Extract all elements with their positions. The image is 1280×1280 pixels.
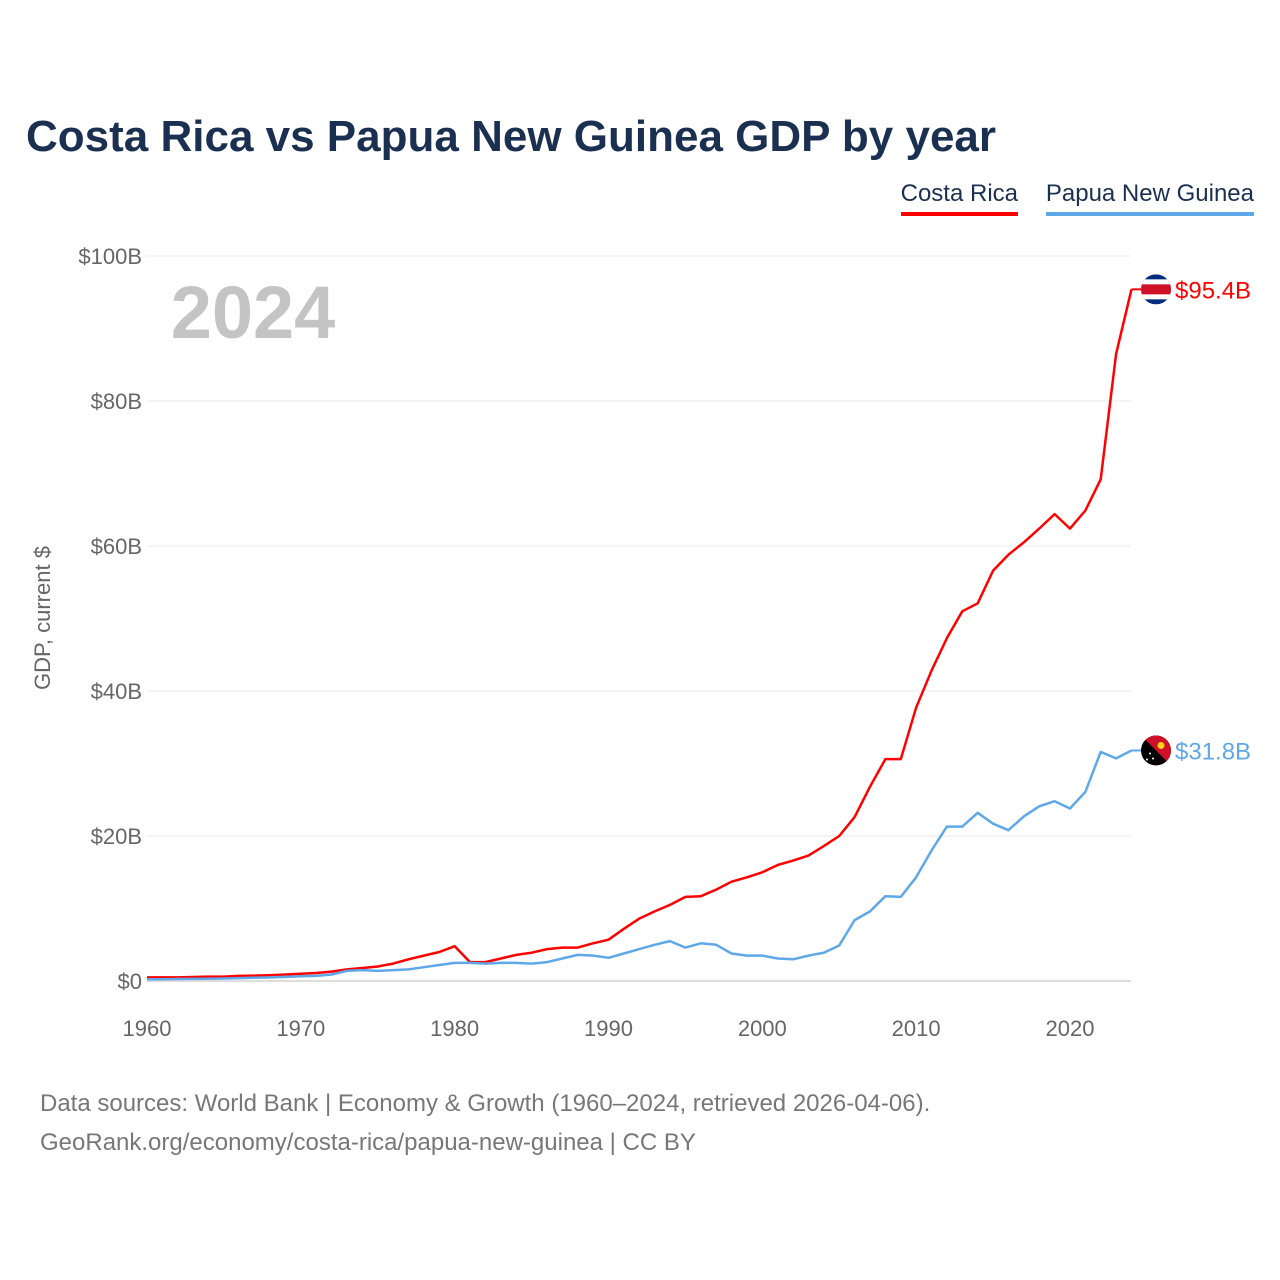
y-tick-label: $0	[118, 969, 142, 994]
y-axis-label: GDP, current $	[30, 546, 55, 690]
papua-new-guinea-flag-icon	[1141, 735, 1171, 766]
legend-costa-rica[interactable]: Costa Rica	[900, 180, 1018, 216]
y-tick-label: $100B	[78, 244, 142, 269]
footer-sources: Data sources: World Bank | Economy & Gro…	[40, 1090, 931, 1117]
end-value-label: $31.8B	[1175, 738, 1251, 765]
series-line-papua-new-guinea	[146, 749, 1133, 981]
y-tick-label: $60B	[91, 534, 142, 559]
costa-rica-flag-icon	[1141, 274, 1171, 305]
x-tick-label: 1990	[584, 1016, 633, 1041]
series-line-costa-rica	[147, 289, 1133, 979]
year-watermark: 2024	[171, 271, 336, 354]
end-value-label: $95.4B	[1175, 277, 1251, 304]
y-tick-label: $20B	[91, 824, 142, 849]
footer: Data sources: World Bank | Economy & Gro…	[40, 1084, 930, 1162]
x-tick-label: 1970	[276, 1016, 325, 1041]
y-tick-label: $40B	[91, 679, 142, 704]
x-tick-label: 2010	[892, 1016, 941, 1041]
x-tick-label: 2020	[1045, 1016, 1094, 1041]
x-tick-label: 1960	[123, 1016, 172, 1041]
x-tick-label: 1980	[430, 1016, 479, 1041]
y-tick-label: $80B	[91, 389, 142, 414]
chart-title: Costa Rica vs Papua New Guinea GDP by ye…	[26, 112, 997, 161]
footer-link[interactable]: GeoRank.org/economy/costa-rica/papua-new…	[40, 1129, 696, 1156]
x-tick-label: 2000	[738, 1016, 787, 1041]
legend-papua-new-guinea[interactable]: Papua New Guinea	[1045, 180, 1254, 216]
